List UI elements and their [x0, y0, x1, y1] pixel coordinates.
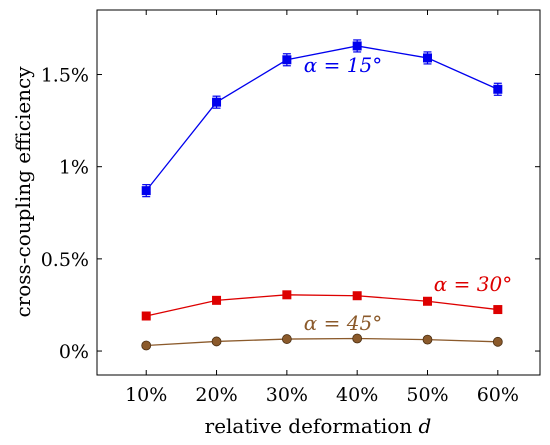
data-point: [281, 334, 292, 344]
x-axis-title: relative deformation d: [205, 414, 432, 438]
data-point: [211, 336, 222, 347]
x-axis-title-text: relative deformation: [205, 414, 419, 438]
plot-frame: [96, 9, 541, 376]
series-label: α = 45°: [304, 311, 382, 335]
series-label: α = 30°: [434, 272, 512, 296]
x-tick-label: 10%: [125, 384, 167, 406]
data-point: [352, 291, 362, 301]
data-point: [422, 53, 432, 63]
y-tick-label: 0.5%: [41, 249, 89, 271]
y-tick-label: 1%: [59, 157, 89, 179]
y-ticks: 0% 0.5% 1% 1.5%: [41, 65, 540, 363]
x-tick-label: 30%: [266, 384, 308, 406]
y-axis-title: cross-coupling efficiency: [11, 66, 35, 318]
series-line: [145, 45, 499, 192]
data-point: [422, 334, 433, 345]
data-point: [212, 295, 222, 305]
series-layer: α = 15° α = 30° α = 45°: [141, 39, 512, 351]
data-point: [141, 340, 152, 351]
data-point: [141, 186, 151, 196]
data-point: [422, 296, 432, 306]
series-label: α = 15°: [304, 53, 382, 77]
data-point: [352, 41, 362, 51]
data-point: [492, 336, 503, 347]
x-tick-label: 20%: [195, 384, 237, 406]
x-tick-label: 50%: [406, 384, 448, 406]
data-point: [352, 333, 363, 344]
x-ticks: 10% 20% 30% 40% 50% 60%: [125, 10, 519, 406]
data-point: [493, 84, 503, 94]
data-point: [141, 311, 151, 321]
data-point: [493, 305, 503, 315]
y-tick-label: 1.5%: [41, 65, 89, 87]
data-point: [282, 290, 292, 300]
x-axis-title-var: d: [419, 414, 432, 438]
series-line: [146, 337, 498, 347]
series-line: [146, 294, 498, 317]
data-point: [212, 97, 222, 107]
x-tick-label: 60%: [477, 384, 519, 406]
y-tick-label: 0%: [59, 341, 89, 363]
x-tick-label: 40%: [336, 384, 378, 406]
data-point: [282, 55, 292, 65]
